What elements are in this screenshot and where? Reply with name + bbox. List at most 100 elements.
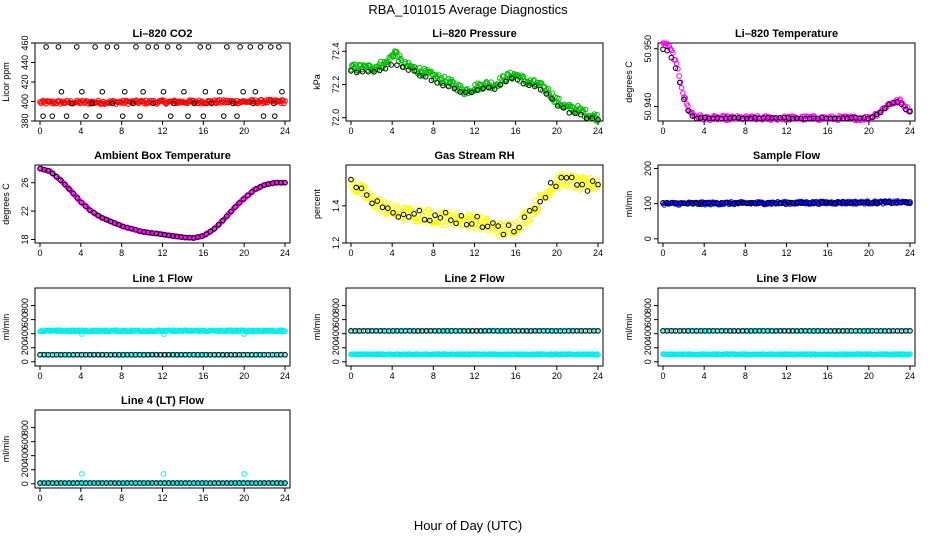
data-point <box>484 223 491 230</box>
x-tick-label: 20 <box>239 493 249 503</box>
data-point <box>676 73 682 79</box>
data-point <box>119 113 126 119</box>
data-point <box>583 115 590 122</box>
x-tick-label: 12 <box>157 126 167 136</box>
data-point <box>91 210 97 216</box>
data-point <box>240 88 246 95</box>
data-point <box>153 44 160 50</box>
x-tick-label: 20 <box>239 248 249 258</box>
data-point <box>276 44 282 50</box>
x-tick-label: 20 <box>239 371 249 381</box>
data-point <box>164 44 171 50</box>
x-tick-label: 0 <box>37 493 42 503</box>
data-point <box>176 44 182 50</box>
y-tick-label: 800 <box>20 420 30 435</box>
y-axis-label: ml/min <box>1 436 11 463</box>
data-point <box>416 218 423 224</box>
x-tick-label: 8 <box>743 371 748 381</box>
data-point <box>219 217 226 224</box>
data-point <box>282 179 288 186</box>
data-point <box>260 113 267 119</box>
data-point <box>95 212 101 219</box>
x-tick-label: 8 <box>743 126 748 136</box>
data-point <box>505 222 512 229</box>
data-point <box>57 177 64 184</box>
data-point <box>207 228 214 235</box>
x-tick-label: 4 <box>78 126 83 136</box>
y-tick-label: 0 <box>643 359 653 364</box>
series <box>79 331 247 337</box>
panel: Line 4 (LT) Flow ml/min 0 4 8 12 16 20 24 0 200400… <box>1 395 291 503</box>
data-point <box>428 77 435 84</box>
data-point <box>437 215 444 221</box>
x-tick-label: 0 <box>660 126 665 136</box>
data-point <box>542 194 549 201</box>
x-tick-label: 24 <box>905 371 915 381</box>
data-point <box>447 211 453 218</box>
data-point <box>83 113 89 119</box>
y-tick-label: 0 <box>331 359 341 364</box>
data-point <box>160 471 167 477</box>
y-tick-label: 400 <box>643 326 653 341</box>
data-point <box>353 184 360 191</box>
data-point <box>500 231 507 238</box>
plot-frame <box>34 164 291 244</box>
data-point <box>525 216 532 223</box>
data-point <box>257 44 264 50</box>
data-point <box>903 106 909 113</box>
x-tick-label: 20 <box>552 371 562 381</box>
data-point <box>365 68 372 75</box>
series <box>37 351 288 358</box>
panel-title: Ambient Box Temperature <box>94 150 231 162</box>
data-point <box>208 100 215 107</box>
data-point <box>582 106 589 113</box>
x-tick-label: 12 <box>781 126 791 136</box>
x-tick-label: 24 <box>905 126 915 136</box>
data-point <box>474 213 480 220</box>
data-point <box>595 116 601 123</box>
data-point <box>411 218 417 225</box>
data-point <box>681 96 687 103</box>
data-point <box>416 207 423 214</box>
data-point <box>137 113 143 119</box>
data-point <box>145 44 152 50</box>
data-point <box>468 89 475 96</box>
data-point <box>448 217 454 224</box>
data-point <box>583 178 590 185</box>
data-point <box>664 47 670 54</box>
data-point <box>280 97 286 104</box>
data-point <box>469 221 475 227</box>
data-point <box>556 95 562 102</box>
data-point <box>55 44 62 50</box>
x-tick-label: 16 <box>198 126 208 136</box>
x-tick-label: 12 <box>157 248 167 258</box>
data-point <box>547 179 554 186</box>
y-tick-label: 72.4 <box>331 43 341 61</box>
data-point <box>578 184 585 191</box>
data-point <box>382 65 389 72</box>
series <box>348 328 601 334</box>
x-tick-label: 12 <box>781 371 791 381</box>
x-tick-label: 4 <box>390 126 395 136</box>
data-point <box>907 108 913 115</box>
data-point <box>160 88 167 95</box>
data-point <box>202 88 209 95</box>
data-point <box>520 80 527 87</box>
data-point <box>399 64 406 70</box>
x-tick-label: 24 <box>905 248 915 258</box>
data-point <box>446 212 453 219</box>
y-tick-label: 200 <box>643 161 653 176</box>
series <box>348 170 601 239</box>
data-point <box>237 44 243 50</box>
data-point <box>78 199 85 206</box>
x-tick-label: 20 <box>552 248 562 258</box>
data-point <box>666 43 673 49</box>
y-tick-label: 800 <box>331 298 341 313</box>
data-point <box>479 224 486 230</box>
data-point <box>453 220 459 227</box>
panel-title: Gas Stream RH <box>434 150 514 162</box>
series <box>37 96 288 107</box>
data-point <box>400 211 407 218</box>
data-point <box>564 184 571 190</box>
data-point <box>421 216 428 223</box>
